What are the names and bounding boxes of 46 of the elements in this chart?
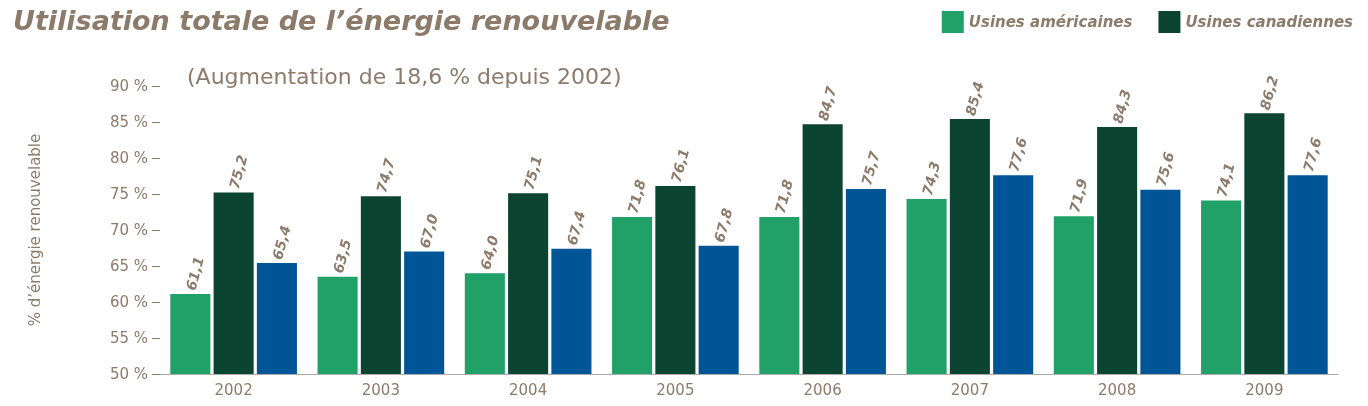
legend-label: Usines américaines xyxy=(968,13,1133,31)
data-label: 77,6 xyxy=(1299,135,1325,174)
data-label: 74,7 xyxy=(373,156,398,195)
data-label: 61,1 xyxy=(182,254,208,293)
chart-subtitle: (Augmentation de 18,6 % depuis 2002) xyxy=(187,63,622,89)
data-label: 71,8 xyxy=(771,177,797,216)
data-label: 75,6 xyxy=(1152,149,1178,188)
x-tick-label: 2005 xyxy=(656,380,695,399)
data-label: 63,5 xyxy=(329,237,355,275)
y-tick-label: 55 % xyxy=(109,329,148,347)
y-axis-title: % d’énergie renouvelable xyxy=(25,133,44,327)
data-label: 75,7 xyxy=(858,149,883,188)
data-label: 74,3 xyxy=(918,159,944,198)
x-tick-label: 2008 xyxy=(1098,380,1137,399)
x-tick-label: 2002 xyxy=(214,380,253,399)
data-label: 86,2 xyxy=(1256,73,1282,112)
data-label: 65,4 xyxy=(269,223,294,262)
y-tick-label: 60 % xyxy=(109,293,148,311)
y-tick-label: 90 % xyxy=(109,77,148,95)
chart-title: Utilisation totale de l’énergie renouvelable xyxy=(13,5,670,36)
data-label: 74,1 xyxy=(1213,161,1238,199)
y-tick-label: 65 % xyxy=(109,257,148,275)
data-label: 77,6 xyxy=(1005,135,1030,174)
y-tick-label: 85 % xyxy=(109,113,148,131)
x-tick-label: 2006 xyxy=(803,380,842,399)
y-tick-label: 80 % xyxy=(109,149,148,167)
x-tick-label: 2009 xyxy=(1245,380,1284,399)
x-tick-label: 2007 xyxy=(950,380,989,399)
data-label: 85,4 xyxy=(962,79,987,118)
data-label: 71,9 xyxy=(1066,176,1091,215)
y-tick-label: 70 % xyxy=(109,221,148,239)
y-tick-label: 50 % xyxy=(109,365,148,383)
x-tick-label: 2004 xyxy=(509,380,548,399)
data-label: 76,1 xyxy=(667,146,693,185)
x-tick-label: 2003 xyxy=(361,380,400,399)
data-label: 67,8 xyxy=(710,206,736,244)
y-tick-label: 75 % xyxy=(109,185,148,203)
data-label: 64,0 xyxy=(477,233,502,272)
data-label: 71,8 xyxy=(624,177,649,216)
data-label: 75,1 xyxy=(520,153,545,192)
data-label: 84,3 xyxy=(1109,87,1134,126)
data-label: 84,7 xyxy=(814,84,840,123)
data-label: 75,2 xyxy=(225,153,251,191)
data-label: 67,0 xyxy=(416,211,441,250)
data-label: 67,4 xyxy=(563,209,589,247)
legend-label: Usines canadiennes xyxy=(1185,13,1354,31)
